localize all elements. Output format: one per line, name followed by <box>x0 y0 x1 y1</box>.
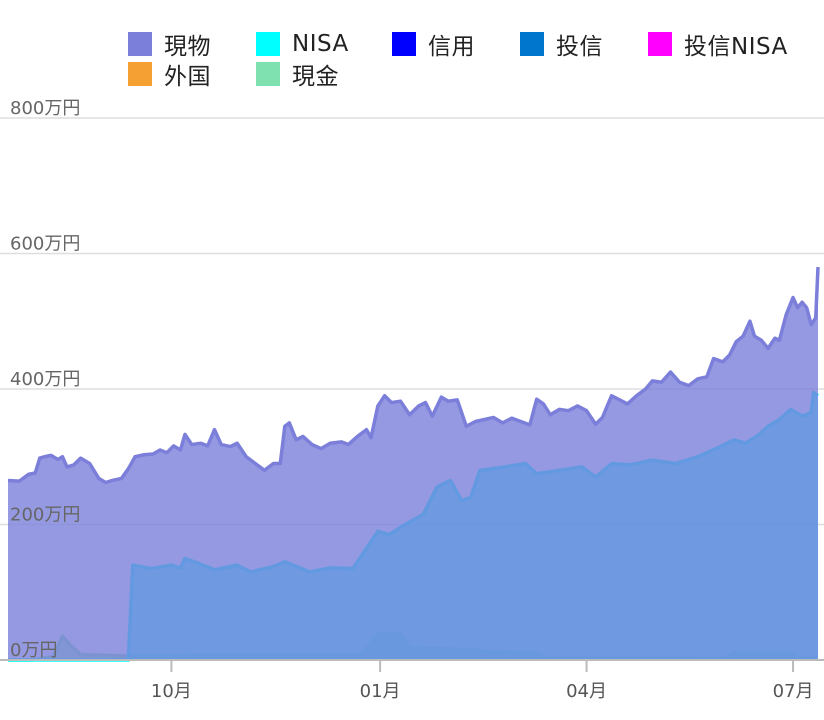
legend-item[interactable]: 信用 <box>392 30 475 60</box>
y-tick-label: 400万円 <box>10 369 80 390</box>
x-tick-label: 01月 <box>360 681 401 702</box>
legend-swatch <box>256 62 280 86</box>
area-fill-現物 <box>8 267 818 660</box>
legend-label: NISA <box>292 31 349 57</box>
legend-label: 投信NISA <box>684 34 788 60</box>
legend-swatch <box>648 32 672 56</box>
x-tick-label: 10月 <box>151 681 192 702</box>
legend-item[interactable]: 外国 <box>128 60 211 90</box>
legend-item[interactable]: 現物 <box>128 30 211 60</box>
legend-swatch <box>392 32 416 56</box>
legend-item[interactable]: 現金 <box>256 60 339 90</box>
legend-item[interactable]: 投信NISA <box>648 30 788 60</box>
legend-swatch <box>520 32 544 56</box>
legend-label: 現金 <box>292 64 339 90</box>
legend-label: 投信 <box>556 34 603 60</box>
legend-swatch <box>128 32 152 56</box>
legend-item[interactable]: 投信 <box>520 30 603 60</box>
series-line-現物 <box>7 266 820 485</box>
y-tick-label: 600万円 <box>10 234 80 255</box>
legend-label: 外国 <box>164 64 211 90</box>
legend-item[interactable]: NISA <box>256 30 349 58</box>
x-tick-label: 07月 <box>773 681 814 702</box>
y-tick-label: 0万円 <box>10 640 57 661</box>
x-axis: 10月 01月 04月 07月 <box>0 659 824 702</box>
x-tick-label: 04月 <box>566 681 607 702</box>
y-tick-label: 800万円 <box>10 98 80 119</box>
area-series <box>7 266 820 662</box>
y-tick-label: 200万円 <box>10 505 80 526</box>
legend-swatch <box>128 62 152 86</box>
legend-label: 信用 <box>428 34 475 60</box>
legend-label: 現物 <box>164 34 211 60</box>
y-axis-tick-labels: 0万円 200万円 400万円 600万円 800万円 <box>10 98 80 661</box>
legend-swatch <box>256 32 280 56</box>
